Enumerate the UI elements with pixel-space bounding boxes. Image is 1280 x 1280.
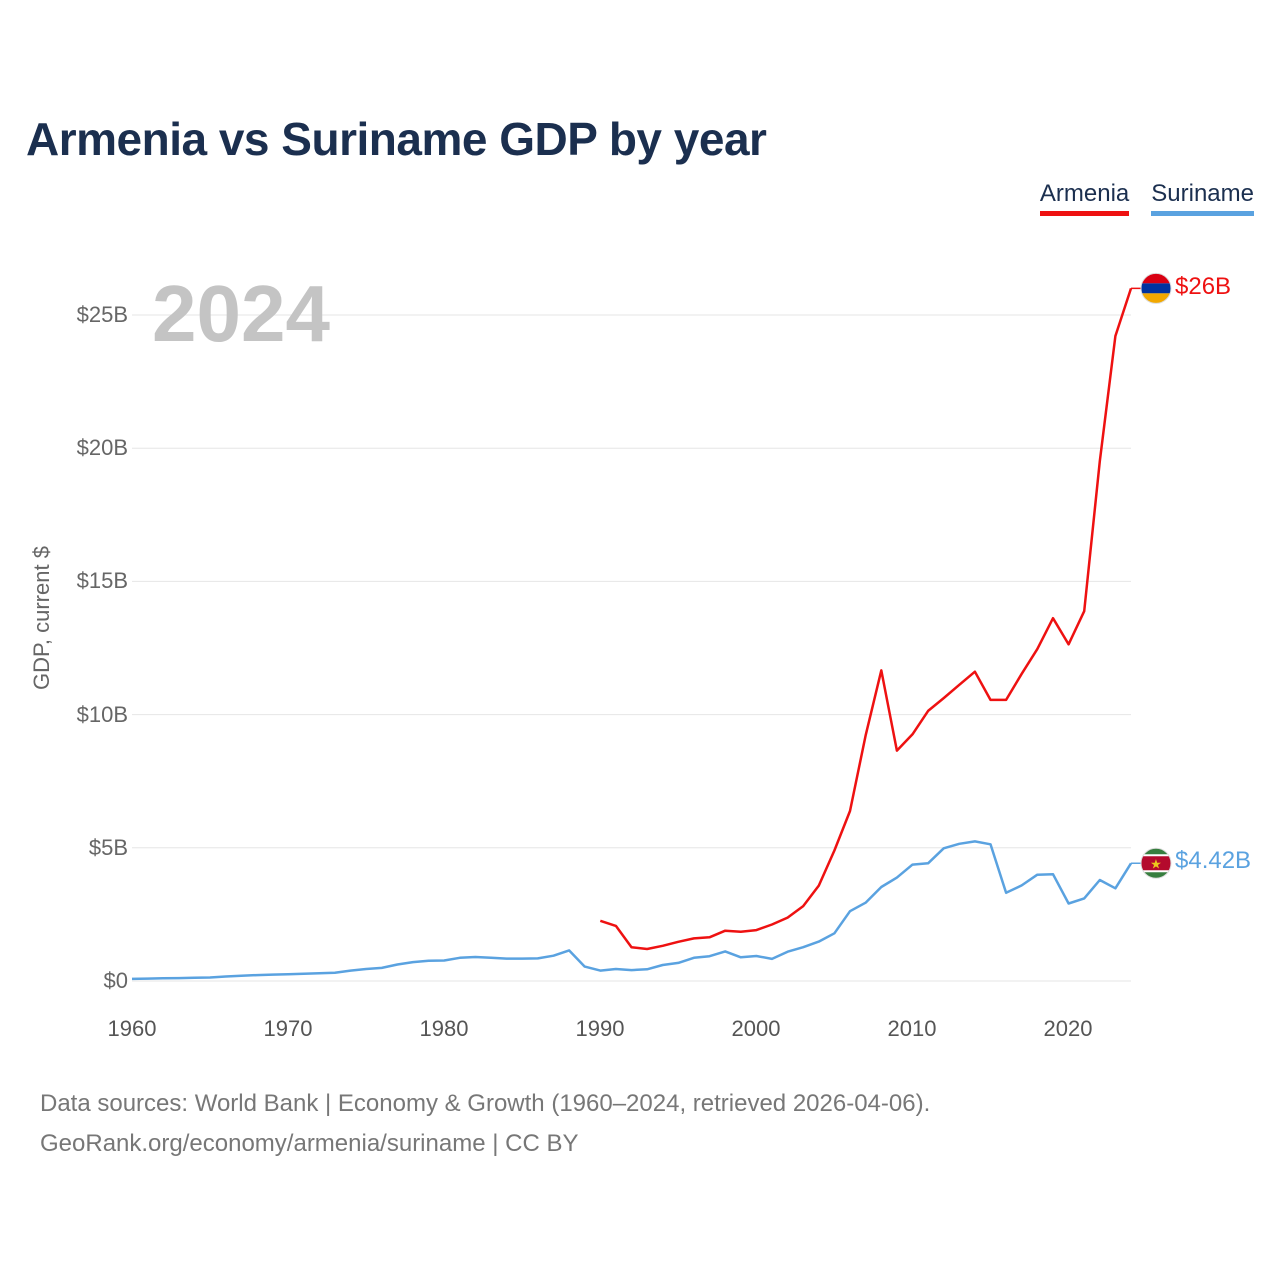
legend: Armenia Suriname	[1039, 180, 1254, 216]
x-tick-label: 2020	[1043, 1016, 1093, 1041]
armenia-flag-icon	[1140, 272, 1172, 304]
x-tick-label: 2000	[731, 1016, 781, 1041]
x-tick-label: 2010	[887, 1016, 937, 1041]
series-lines	[131, 288, 1133, 981]
y-tick-label: $15B	[76, 568, 128, 593]
source-line: Data sources: World Bank | Economy & Gro…	[40, 1090, 931, 1117]
legend-item-suriname[interactable]: Suriname	[1151, 180, 1254, 216]
suriname-end-value: $4.42B	[1175, 847, 1252, 874]
y-axis-label: GDP, current $	[29, 546, 54, 690]
x-tick-label: 1990	[575, 1016, 625, 1041]
x-tick-label: 1960	[107, 1016, 157, 1041]
chart-title: Armenia vs Suriname GDP by year	[26, 113, 767, 165]
suriname-flag-icon: ★	[1140, 847, 1172, 879]
series-line-suriname[interactable]	[131, 840, 1133, 981]
legend-item-armenia[interactable]: Armenia	[1039, 180, 1130, 216]
y-tick-label: $10B	[76, 702, 128, 727]
armenia-end-value: $26B	[1175, 273, 1232, 300]
current-year-label: 2024	[152, 269, 330, 358]
source-note: Data sources: World Bank | Economy & Gro…	[40, 1084, 930, 1164]
y-tick-label: $20B	[76, 435, 128, 460]
grid-lines	[132, 314, 1131, 982]
y-tick-label: $5B	[88, 835, 128, 860]
y-tick-label: $0	[103, 968, 128, 993]
x-tick-label: 1970	[263, 1016, 313, 1041]
svg-text:★: ★	[1150, 856, 1162, 871]
x-tick-label: 1980	[419, 1016, 469, 1041]
source-url-line[interactable]: GeoRank.org/economy/armenia/suriname | C…	[40, 1130, 579, 1157]
end-flags: ★	[1131, 272, 1172, 879]
y-tick-label: $25B	[76, 302, 128, 327]
series-line-armenia[interactable]	[599, 288, 1133, 951]
